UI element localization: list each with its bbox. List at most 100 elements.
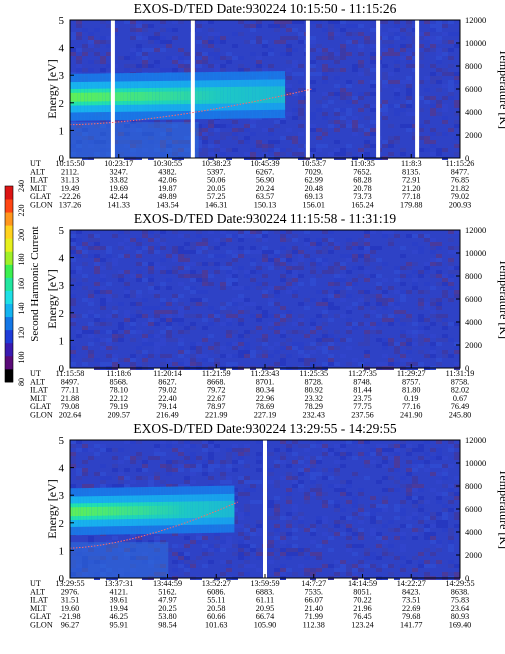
- noise-cell: [208, 28, 214, 32]
- noise-cell: [160, 330, 166, 334]
- noise-cell: [454, 100, 460, 104]
- noise-cell: [388, 520, 394, 524]
- noise-cell: [394, 306, 400, 310]
- noise-cell: [334, 246, 340, 250]
- noise-cell: [382, 234, 388, 238]
- colorbar-segment: [5, 290, 13, 304]
- noise-cell: [154, 448, 160, 452]
- noise-cell: [88, 330, 94, 334]
- ephemeris-cell: 22.69: [402, 604, 420, 613]
- noise-cell: [316, 48, 322, 52]
- band-slice: [143, 502, 148, 519]
- noise-cell: [232, 508, 238, 512]
- noise-cell: [286, 500, 292, 504]
- noise-cell: [286, 136, 292, 140]
- noise-cell: [406, 92, 412, 96]
- band-slice: [121, 506, 126, 516]
- noise-cell: [208, 64, 214, 68]
- ephemeris-cell: 81.80: [402, 386, 420, 395]
- noise-cell: [280, 330, 286, 334]
- noise-cell: [100, 448, 106, 452]
- noise-cell: [268, 532, 274, 536]
- noise-cell: [232, 544, 238, 548]
- noise-cell: [124, 358, 130, 362]
- noise-cell: [292, 346, 298, 350]
- ephemeris-row-label: UT: [30, 369, 41, 378]
- band-slice: [217, 494, 221, 525]
- noise-cell: [124, 318, 130, 322]
- ephemeris-cell: 81.44: [353, 386, 371, 395]
- noise-cell: [184, 286, 190, 290]
- noise-cell: [178, 314, 184, 318]
- noise-cell: [184, 60, 190, 64]
- y-tick-label: 3: [59, 70, 65, 82]
- noise-cell: [100, 330, 106, 334]
- noise-cell: [382, 362, 388, 366]
- noise-cell: [112, 64, 118, 68]
- noise-cell: [448, 560, 454, 564]
- noise-cell: [166, 254, 172, 258]
- noise-cell: [436, 282, 442, 286]
- noise-cell: [322, 64, 328, 68]
- noise-cell: [340, 568, 346, 572]
- noise-cell: [418, 496, 424, 500]
- noise-cell: [148, 140, 154, 144]
- noise-cell: [394, 290, 400, 294]
- noise-cell: [70, 552, 76, 556]
- noise-cell: [136, 144, 142, 148]
- noise-cell: [400, 246, 406, 250]
- noise-cell: [154, 342, 160, 346]
- noise-cell: [106, 476, 112, 480]
- noise-cell: [334, 532, 340, 536]
- noise-cell: [190, 246, 196, 250]
- noise-cell: [292, 480, 298, 484]
- noise-cell: [178, 20, 184, 24]
- noise-cell: [292, 72, 298, 76]
- noise-cell: [370, 552, 376, 556]
- band-slice: [127, 92, 132, 101]
- noise-cell: [376, 258, 382, 262]
- noise-cell: [316, 238, 322, 242]
- noise-cell: [172, 20, 178, 24]
- noise-cell: [88, 68, 94, 72]
- noise-cell: [364, 262, 370, 266]
- noise-cell: [442, 104, 448, 108]
- noise-cell: [100, 464, 106, 468]
- noise-cell: [400, 28, 406, 32]
- noise-cell: [106, 52, 112, 56]
- band-slice: [80, 92, 85, 102]
- noise-cell: [154, 456, 160, 460]
- noise-cell: [244, 354, 250, 358]
- noise-cell: [376, 266, 382, 270]
- band-slice: [198, 501, 202, 518]
- noise-cell: [208, 468, 214, 472]
- noise-cell: [202, 440, 208, 444]
- band-slice: [151, 505, 156, 515]
- noise-cell: [424, 234, 430, 238]
- noise-cell: [250, 24, 256, 28]
- noise-cell: [406, 60, 412, 64]
- noise-cell: [166, 132, 172, 136]
- noise-cell: [226, 362, 232, 366]
- noise-cell: [388, 444, 394, 448]
- noise-cell: [370, 532, 376, 536]
- noise-cell: [100, 266, 106, 270]
- noise-cell: [226, 262, 232, 266]
- noise-cell: [442, 318, 448, 322]
- noise-cell: [226, 564, 232, 568]
- noise-cell: [364, 144, 370, 148]
- noise-cell: [454, 350, 460, 354]
- noise-cell: [286, 68, 292, 72]
- noise-cell: [424, 560, 430, 564]
- noise-cell: [424, 338, 430, 342]
- noise-cell: [340, 452, 346, 456]
- noise-cell: [298, 144, 304, 148]
- noise-cell: [454, 346, 460, 350]
- ephemeris-cell: 66.07: [305, 596, 323, 605]
- band-slice: [157, 502, 161, 519]
- noise-cell: [130, 152, 136, 156]
- noise-cell: [346, 544, 352, 548]
- noise-cell: [334, 314, 340, 318]
- noise-cell: [328, 68, 334, 72]
- band-slice: [206, 501, 210, 518]
